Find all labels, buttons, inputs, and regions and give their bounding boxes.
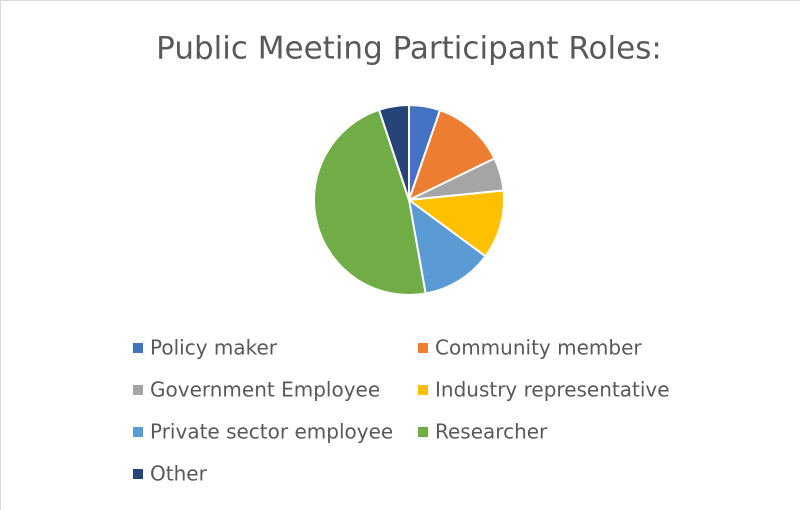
legend-label: Community member (435, 336, 642, 360)
legend-swatch (418, 343, 428, 353)
legend-label: Private sector employee (150, 420, 393, 444)
legend-label: Researcher (435, 420, 548, 444)
legend-label: Government Employee (150, 378, 380, 402)
legend-swatch (133, 343, 143, 353)
pie-slice (407, 197, 487, 295)
legend-label: Industry representative (435, 378, 670, 402)
legend-swatch (133, 385, 143, 395)
legend-swatch (133, 427, 143, 437)
legend-swatch (418, 427, 428, 437)
legend-label: Policy maker (150, 336, 278, 360)
pie-slice (377, 103, 410, 201)
pie-slice (407, 108, 496, 202)
pie-slice (312, 108, 427, 296)
chart-title: Public Meeting Participant Roles: (156, 31, 662, 67)
legend-swatch (418, 385, 428, 395)
legend-label: Other (150, 462, 208, 486)
legend-swatch (133, 469, 143, 479)
pie-slice (406, 189, 505, 258)
